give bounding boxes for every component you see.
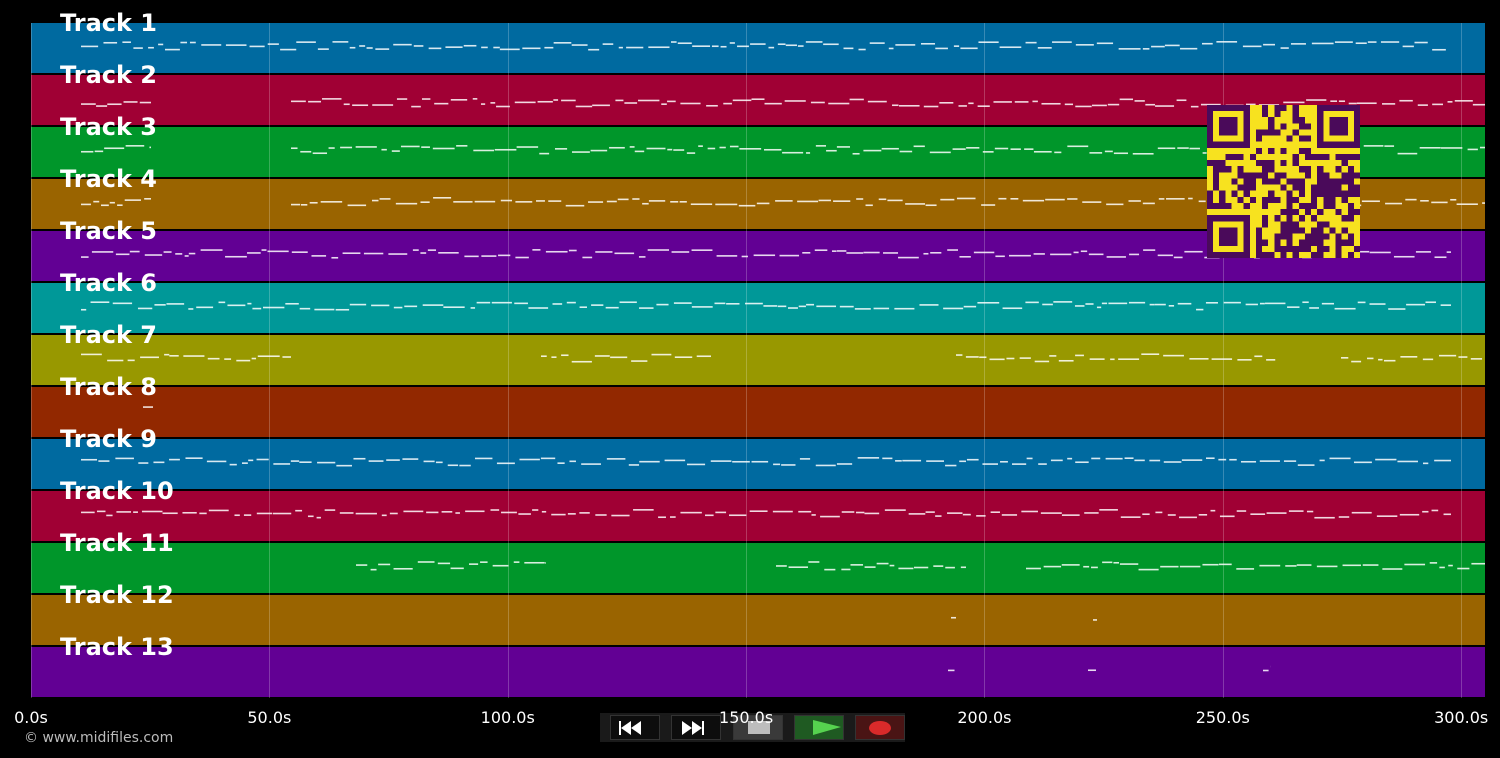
track-label: Track 4 <box>60 165 158 193</box>
track-label: Track 6 <box>60 269 158 297</box>
time-tick-label: 200.0s <box>957 708 1012 727</box>
track-label: Track 11 <box>60 529 174 557</box>
play-icon <box>813 720 841 735</box>
track-notes <box>951 616 1097 621</box>
stop-button[interactable] <box>733 715 783 740</box>
track-label: Track 9 <box>60 425 158 453</box>
track-row[interactable] <box>31 23 1485 74</box>
track-notes <box>948 665 1271 672</box>
grid-line <box>31 23 32 698</box>
rewind-button[interactable] <box>610 715 660 740</box>
time-tick-label: 100.0s <box>480 708 535 727</box>
track-notes <box>81 249 1451 259</box>
transport-controls <box>600 713 905 742</box>
track-label: Track 2 <box>60 61 158 89</box>
grid-line <box>1222 23 1224 698</box>
track-row[interactable] <box>31 491 1485 542</box>
fast-forward-icon <box>682 721 704 735</box>
record-button[interactable] <box>855 715 905 740</box>
grid-line <box>1461 23 1463 698</box>
track-notes <box>143 406 153 408</box>
fast-forward-button[interactable] <box>671 715 721 740</box>
rewind-icon <box>619 721 641 735</box>
copyright-text: © www.midifiles.com <box>24 730 174 746</box>
track-notes <box>81 457 1451 467</box>
track-row[interactable] <box>31 595 1485 646</box>
time-tick-label: 300.0s <box>1434 708 1489 727</box>
qr-code-icon[interactable] <box>1207 105 1360 258</box>
grid-line <box>984 23 986 698</box>
track-row[interactable] <box>31 283 1485 334</box>
piano-roll-plot <box>31 23 1485 698</box>
track-row[interactable] <box>31 439 1485 490</box>
track-label: Track 12 <box>60 581 174 609</box>
grid-line <box>746 23 748 698</box>
track-row[interactable] <box>31 335 1485 386</box>
track-notes <box>81 509 1451 519</box>
track-notes <box>81 301 1451 311</box>
track-notes <box>356 561 1485 571</box>
track-row[interactable] <box>31 647 1485 698</box>
record-icon <box>869 721 891 735</box>
grid-line <box>269 23 271 698</box>
track-label: Track 5 <box>60 217 158 245</box>
time-tick-label: 150.0s <box>719 708 774 727</box>
time-tick-label: 50.0s <box>247 708 292 727</box>
time-tick-label: 250.0s <box>1195 708 1250 727</box>
track-label: Track 10 <box>60 477 174 505</box>
track-notes <box>81 98 1485 108</box>
track-notes <box>81 353 1483 363</box>
time-tick-label: 0.0s <box>14 708 48 727</box>
track-label: Track 3 <box>60 113 158 141</box>
play-button[interactable] <box>794 715 844 740</box>
track-notes <box>81 41 1446 51</box>
track-label: Track 1 <box>60 9 158 37</box>
stop-icon <box>748 721 770 734</box>
track-label: Track 7 <box>60 321 158 349</box>
track-label: Track 13 <box>60 633 174 661</box>
track-label: Track 8 <box>60 373 158 401</box>
track-row[interactable] <box>31 543 1485 594</box>
grid-line <box>507 23 509 698</box>
track-row[interactable] <box>31 387 1485 438</box>
